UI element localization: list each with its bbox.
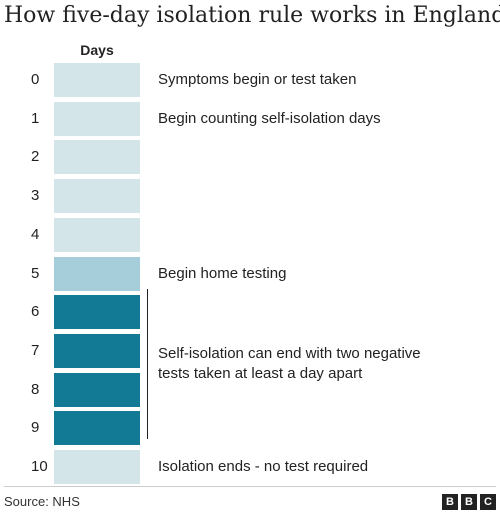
- bracket-line: [147, 289, 148, 439]
- day-number: 3: [31, 187, 40, 205]
- bracket-annotation-line-2: tests taken at least a day apart: [158, 365, 363, 382]
- day-box-dark: [54, 333, 140, 368]
- day-row-9: 9: [0, 411, 500, 449]
- logo-letter-2: B: [461, 494, 477, 510]
- day-box-dark: [54, 411, 140, 446]
- day-row-8: 8: [0, 372, 500, 411]
- day-box-light: [54, 179, 140, 214]
- day-box-light: [54, 450, 140, 484]
- logo-letter-3: C: [480, 494, 496, 510]
- day-number: 1: [31, 109, 40, 127]
- day-number: 7: [31, 341, 40, 359]
- bracket-annotation: Self-isolation can end with two negative…: [158, 344, 488, 384]
- chart-title: How five-day isolation rule works in Eng…: [4, 3, 500, 28]
- day-box-light: [54, 140, 140, 175]
- day-row-7: 7: [0, 333, 500, 372]
- day-label: Begin counting self-isolation days: [158, 109, 381, 127]
- day-box-light: [54, 217, 140, 252]
- day-number: 0: [31, 71, 40, 88]
- day-row-2: 2: [0, 140, 500, 178]
- day-number: 2: [31, 148, 40, 166]
- day-number: 10: [31, 458, 48, 475]
- day-number: 8: [31, 380, 40, 398]
- day-number: 9: [31, 419, 40, 437]
- day-label: Begin home testing: [158, 264, 287, 282]
- day-label: Symptoms begin or test taken: [158, 71, 357, 88]
- column-header-days: Days: [80, 42, 114, 58]
- day-row-4: 4: [0, 217, 500, 256]
- day-box-light: [54, 101, 140, 136]
- day-number: 6: [31, 303, 40, 321]
- day-box-medium: [54, 256, 140, 291]
- day-box-light: [54, 63, 140, 97]
- day-label: Isolation ends - no test required: [158, 458, 369, 475]
- day-row-6: 6: [0, 295, 500, 333]
- footer-divider: [4, 486, 496, 487]
- day-row-1: 1 Begin counting self-isolation days: [0, 101, 500, 140]
- source-note: Source: NHS: [4, 494, 80, 509]
- logo-letter-1: B: [442, 494, 458, 510]
- day-box-dark: [54, 372, 140, 407]
- day-box-dark: [54, 295, 140, 330]
- day-number: 5: [31, 264, 40, 282]
- day-number: 4: [31, 225, 40, 243]
- bbc-logo: B B C: [442, 494, 496, 510]
- day-row-10: 10 Isolation ends - no test required: [0, 450, 500, 488]
- bracket-annotation-line-1: Self-isolation can end with two negative: [158, 345, 421, 362]
- day-row-3: 3: [0, 179, 500, 217]
- day-row-5: 5 Begin home testing: [0, 256, 500, 295]
- day-row-0: 0 Symptoms begin or test taken: [0, 63, 500, 101]
